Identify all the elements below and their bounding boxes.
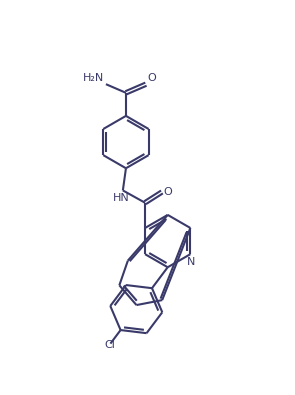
Text: H₂N: H₂N [83, 73, 104, 83]
Text: Cl: Cl [104, 340, 115, 350]
Text: HN: HN [113, 193, 130, 203]
Text: O: O [164, 187, 173, 197]
Text: N: N [187, 257, 195, 267]
Text: O: O [148, 73, 157, 83]
